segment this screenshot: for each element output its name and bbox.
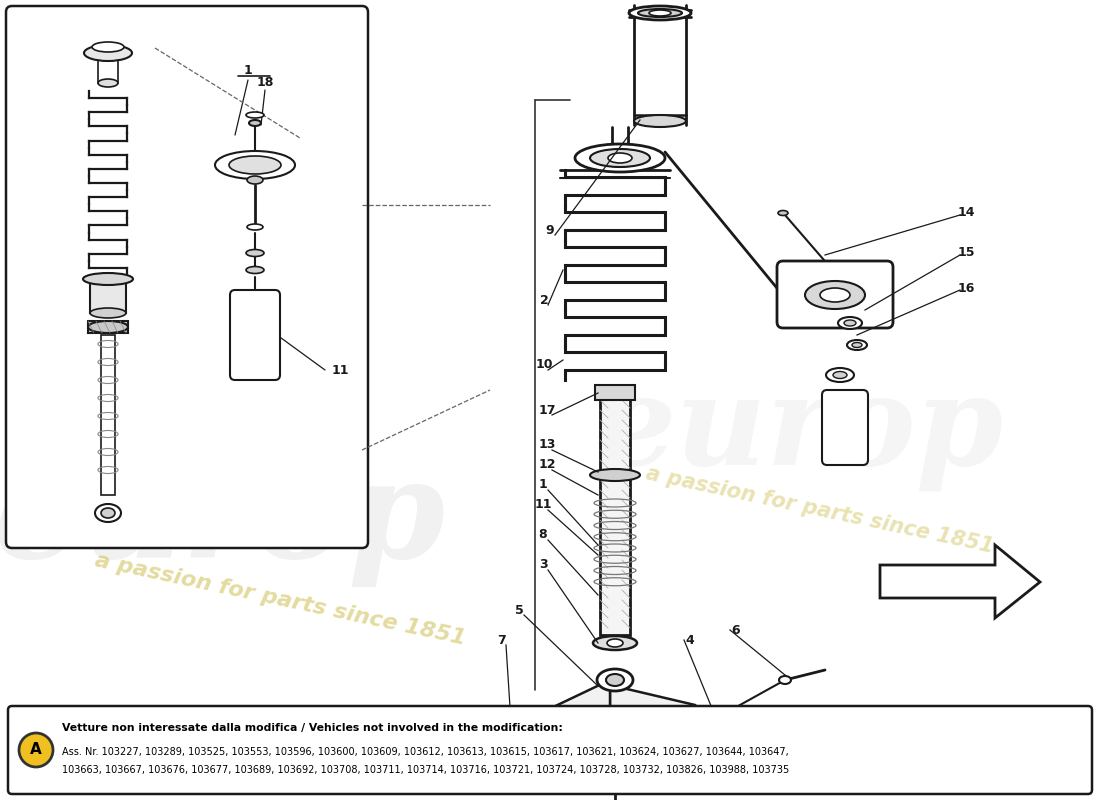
Text: 17: 17 [538, 403, 556, 417]
Ellipse shape [246, 266, 264, 274]
Text: europ: europ [596, 370, 1003, 490]
Text: 11: 11 [535, 498, 552, 511]
Ellipse shape [229, 156, 280, 174]
Text: 11: 11 [331, 363, 349, 377]
Text: 1: 1 [243, 63, 252, 77]
FancyBboxPatch shape [6, 6, 368, 548]
Polygon shape [880, 545, 1040, 618]
Text: 12: 12 [538, 458, 556, 471]
Ellipse shape [779, 676, 791, 684]
Text: europ: europ [0, 453, 447, 587]
Ellipse shape [649, 10, 671, 16]
Text: 4: 4 [685, 634, 694, 646]
Ellipse shape [246, 250, 264, 257]
Ellipse shape [606, 674, 624, 686]
Ellipse shape [590, 149, 650, 167]
Ellipse shape [95, 504, 121, 522]
Text: 10: 10 [536, 358, 552, 371]
Ellipse shape [847, 340, 867, 350]
Text: 9: 9 [546, 223, 554, 237]
Ellipse shape [510, 738, 524, 748]
Text: A: A [30, 742, 42, 758]
Ellipse shape [248, 176, 263, 184]
Ellipse shape [512, 781, 522, 786]
Bar [90, 283, 126, 313]
Bar [600, 385, 630, 635]
Ellipse shape [92, 42, 124, 52]
Ellipse shape [715, 739, 745, 761]
Ellipse shape [597, 669, 632, 691]
Text: Ass. Nr. 103227, 103289, 103525, 103553, 103596, 103600, 103609, 103612, 103613,: Ass. Nr. 103227, 103289, 103525, 103553,… [62, 747, 789, 757]
Ellipse shape [833, 371, 847, 378]
Ellipse shape [638, 9, 682, 17]
Text: 6: 6 [732, 623, 740, 637]
Text: 1: 1 [539, 478, 548, 491]
Text: 16: 16 [957, 282, 975, 294]
Text: 13: 13 [538, 438, 556, 451]
Ellipse shape [101, 508, 116, 518]
Circle shape [19, 733, 53, 767]
Ellipse shape [820, 288, 850, 302]
FancyBboxPatch shape [230, 290, 280, 380]
Text: a passion for parts since 1851: a passion for parts since 1851 [645, 463, 996, 557]
Text: Vetture non interessate dalla modifica / Vehicles not involved in the modificati: Vetture non interessate dalla modifica /… [62, 723, 563, 733]
Text: 7: 7 [496, 634, 505, 646]
Bar [595, 385, 635, 400]
Text: 18: 18 [256, 77, 274, 90]
Ellipse shape [575, 144, 666, 172]
Ellipse shape [593, 636, 637, 650]
Bar [88, 321, 128, 333]
Ellipse shape [248, 224, 263, 230]
Ellipse shape [805, 281, 865, 309]
Polygon shape [610, 685, 735, 760]
Ellipse shape [246, 112, 264, 118]
Ellipse shape [629, 6, 691, 20]
Ellipse shape [510, 787, 524, 793]
Ellipse shape [838, 317, 862, 329]
FancyBboxPatch shape [822, 390, 868, 465]
Ellipse shape [778, 210, 788, 215]
Text: 14: 14 [957, 206, 975, 219]
Ellipse shape [844, 320, 856, 326]
Text: 103663, 103667, 103676, 103677, 103689, 103692, 103708, 103711, 103714, 103716, : 103663, 103667, 103676, 103677, 103689, … [62, 765, 790, 775]
Bar [101, 335, 116, 495]
Text: 15: 15 [957, 246, 975, 259]
Ellipse shape [88, 321, 128, 333]
Text: 3: 3 [539, 558, 548, 571]
Text: 5: 5 [515, 603, 524, 617]
Ellipse shape [249, 120, 261, 126]
FancyBboxPatch shape [777, 261, 893, 328]
Ellipse shape [608, 153, 632, 163]
Ellipse shape [504, 733, 530, 753]
Ellipse shape [82, 273, 133, 285]
Ellipse shape [607, 639, 623, 647]
Text: a passion for parts since 1851: a passion for parts since 1851 [92, 551, 468, 649]
Ellipse shape [590, 469, 640, 481]
Ellipse shape [84, 45, 132, 61]
Polygon shape [505, 680, 611, 755]
Text: 8: 8 [539, 529, 548, 542]
Ellipse shape [826, 368, 854, 382]
Ellipse shape [214, 151, 295, 179]
Ellipse shape [852, 342, 862, 347]
Ellipse shape [634, 115, 686, 127]
Ellipse shape [98, 79, 118, 87]
Ellipse shape [90, 308, 126, 318]
Ellipse shape [689, 726, 701, 734]
FancyBboxPatch shape [8, 706, 1092, 794]
Ellipse shape [722, 744, 738, 756]
Text: 2: 2 [540, 294, 549, 306]
Bar [98, 53, 118, 83]
